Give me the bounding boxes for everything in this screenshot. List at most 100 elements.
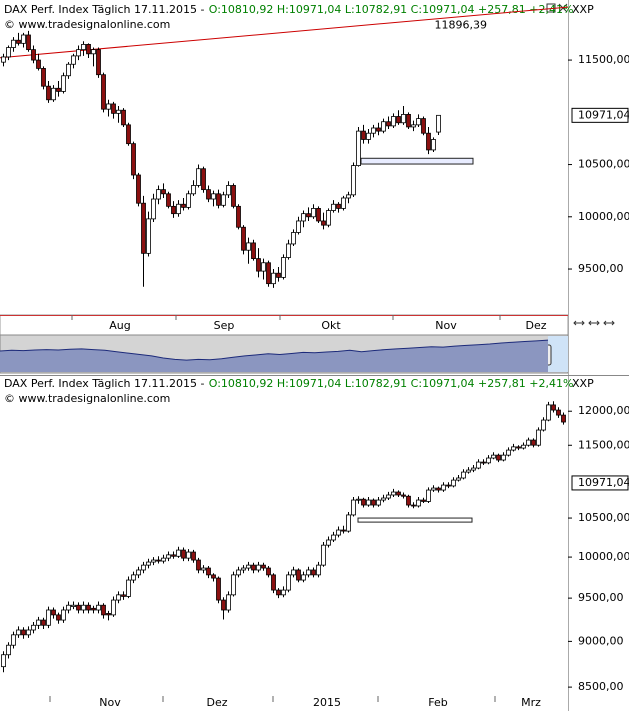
fit-button[interactable] — [603, 320, 615, 326]
candle-body — [401, 494, 406, 497]
candle-body — [341, 529, 346, 532]
candle-body — [531, 439, 536, 446]
candle-body — [156, 189, 161, 200]
symbol-label: XXP — [572, 3, 594, 16]
candle-body — [276, 589, 281, 596]
candle-body — [136, 569, 141, 576]
candle-body — [396, 116, 401, 124]
instrument-title: DAX Perf. Index Täglich 17.11.2015 - — [4, 377, 205, 390]
candle-body — [256, 258, 261, 272]
candle-body — [371, 127, 376, 134]
y-tick-label: 8500,00 — [578, 680, 624, 693]
candle-body — [156, 559, 161, 562]
candle-body — [266, 262, 271, 285]
candle-body — [56, 87, 61, 92]
candle-body — [431, 139, 436, 151]
candle-body — [181, 549, 186, 559]
candle-body — [391, 116, 396, 127]
candle-body — [211, 193, 216, 200]
y-tick-label: 10000,00 — [578, 210, 629, 223]
x-tick-label: Nov — [99, 696, 121, 709]
candle-body — [356, 498, 361, 501]
navigator-buttons[interactable] — [573, 320, 615, 326]
candle-body — [146, 218, 151, 254]
candle-body — [81, 44, 86, 51]
candle-body — [51, 87, 56, 101]
candle-body — [326, 210, 331, 226]
candle-body — [81, 604, 86, 611]
candle-body — [91, 607, 96, 611]
candle-body — [366, 499, 371, 506]
y-tick-label: 11500,00 — [578, 53, 629, 66]
candle-body — [251, 242, 256, 259]
last-price-box — [571, 475, 629, 491]
candle-body — [236, 205, 241, 228]
candle-body — [16, 39, 21, 44]
candle-body — [296, 220, 301, 233]
candle-body — [36, 619, 41, 626]
candle-body — [271, 574, 276, 591]
candle-body — [161, 557, 166, 562]
candle-body — [356, 130, 361, 166]
candle-body — [246, 564, 251, 569]
instrument-title: DAX Perf. Index Täglich 17.11.2015 - — [4, 3, 205, 16]
candle-body — [41, 68, 46, 87]
x-tick-label: Sep — [214, 319, 235, 332]
time-axis-strip — [0, 314, 569, 336]
candle-body — [486, 457, 491, 464]
candle-body — [411, 124, 416, 128]
candle-body — [101, 74, 106, 110]
candle-body — [386, 121, 391, 127]
candle-body — [456, 477, 461, 481]
candle-body — [221, 599, 226, 611]
candle-body — [201, 168, 206, 191]
candle-body — [516, 446, 521, 449]
candle-body — [421, 118, 426, 134]
candle-body — [451, 479, 456, 487]
candle-body — [466, 469, 471, 473]
navigator-selection[interactable] — [548, 336, 568, 372]
candle-body — [71, 604, 76, 607]
scroll-button[interactable] — [573, 320, 585, 326]
candle-body — [181, 203, 186, 208]
candle-body — [411, 504, 416, 507]
symbol-label: XXP — [572, 377, 594, 390]
candle-body — [361, 130, 366, 140]
candle-body — [406, 495, 411, 506]
candle-body — [6, 644, 11, 656]
x-tick-label: Mrz — [521, 696, 541, 709]
candle-body — [421, 499, 426, 502]
candle-body — [111, 599, 116, 616]
chart-header: DAX Perf. Index Täglich 17.11.2015 - O:10… — [4, 3, 573, 16]
candle-body — [266, 567, 271, 576]
candle-body — [131, 574, 136, 581]
candle-body — [306, 569, 311, 576]
candle-body — [261, 564, 266, 569]
candle-body — [526, 439, 531, 446]
candle-body — [1, 654, 6, 668]
candle-body — [186, 551, 191, 559]
candle-body — [151, 198, 156, 220]
candle-body — [116, 109, 121, 114]
candle-body — [191, 185, 196, 195]
candle-body — [121, 594, 126, 597]
candle-body — [446, 484, 451, 487]
zoom-button[interactable] — [588, 320, 600, 326]
candle-body — [251, 564, 256, 571]
candle-body — [281, 257, 286, 278]
candle-body — [61, 75, 66, 92]
candle-body — [261, 262, 266, 272]
candle-body — [381, 497, 386, 501]
candle-body — [206, 567, 211, 576]
candle-body — [291, 569, 296, 576]
last-price-box — [571, 107, 629, 123]
y-tick-label: 9500,00 — [578, 262, 624, 275]
candle-body — [121, 109, 126, 126]
candle-body — [221, 194, 226, 206]
candle-body — [231, 185, 236, 207]
candle-body — [291, 232, 296, 245]
candle-body — [511, 446, 516, 451]
candle-body — [521, 444, 526, 449]
candle-body — [321, 544, 326, 566]
candle-body — [71, 55, 76, 65]
